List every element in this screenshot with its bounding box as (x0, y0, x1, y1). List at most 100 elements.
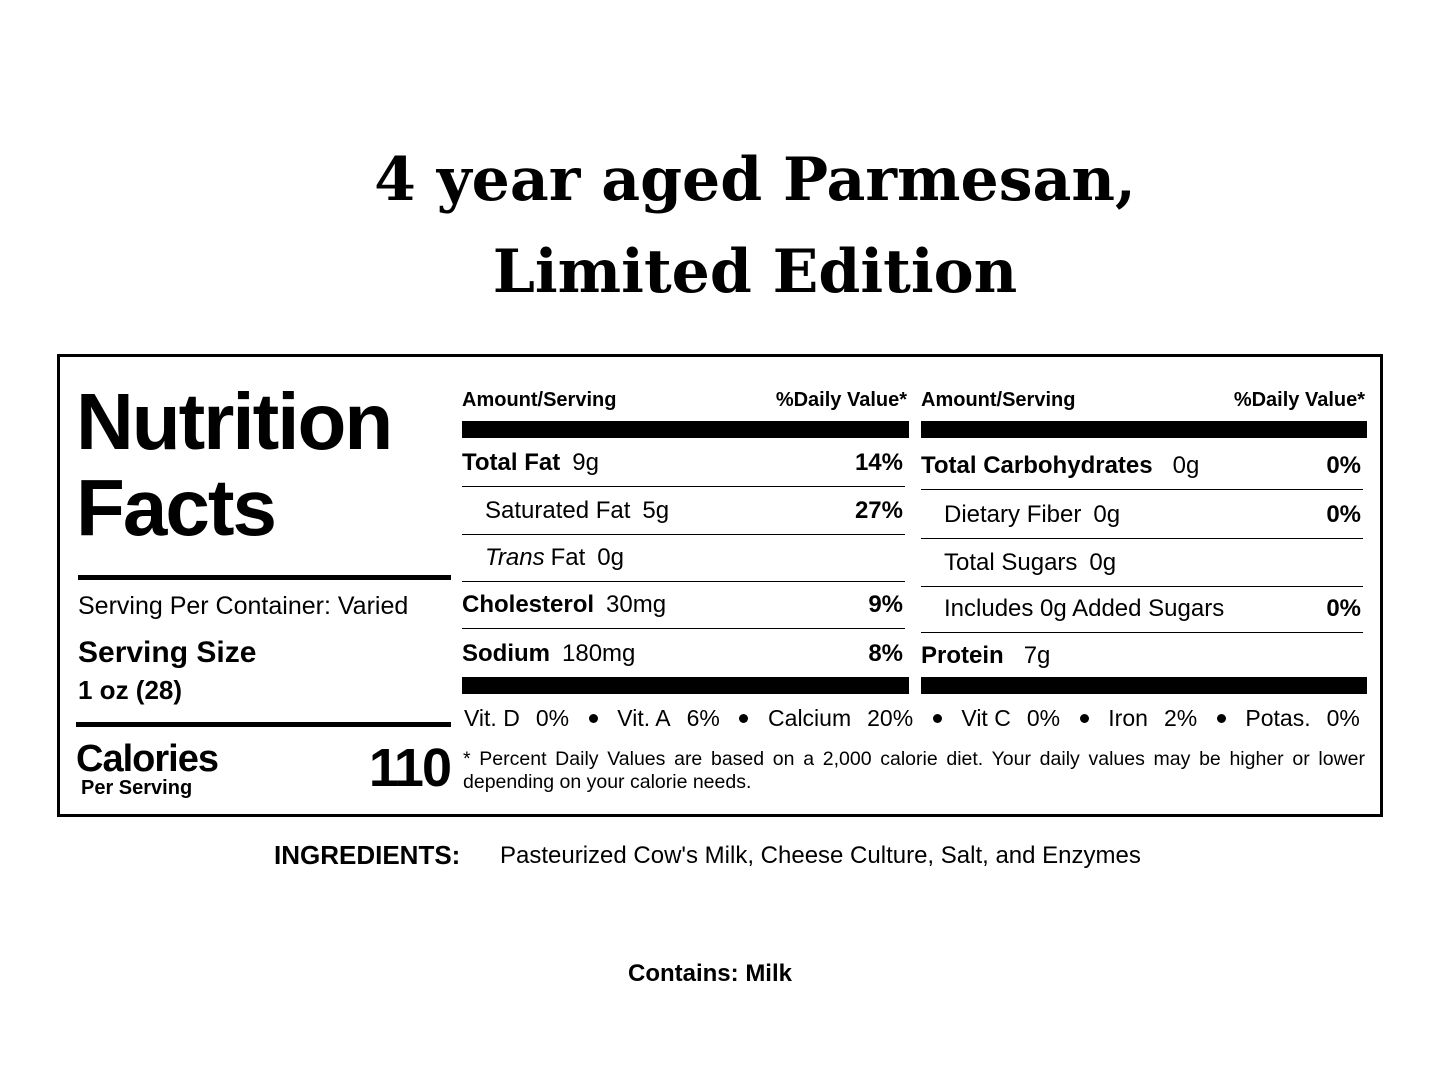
thick-rule (462, 421, 909, 438)
column-header: Amount/Serving %Daily Value* (921, 389, 1365, 412)
row-divider (462, 534, 905, 535)
nutrient-name-text: Sodium (462, 640, 550, 667)
ingredients: Pasteurized Cow's Milk, Cheese Culture, … (500, 842, 1141, 869)
vitamin-name: Vit C (961, 705, 1011, 731)
thick-rule (921, 677, 1367, 694)
vitamin-name: Calcium (768, 705, 852, 731)
label-box (57, 354, 1383, 817)
nutrient-name: Dietary Fiber (944, 501, 1081, 529)
vitamins: Vit. D 0% Vit. A 6% Calcium 20% Vit C 0% Iron 2% P… (464, 705, 1360, 732)
nutrient-amount: 180mg (562, 640, 636, 667)
nutrient-name-text: Fat (550, 544, 586, 571)
per-serving: Per Serving (81, 777, 193, 799)
nutrient-dv: 27% (854, 497, 903, 524)
title-line: Limited Edition (492, 237, 1018, 307)
nutrient-row: Protein 7g (921, 633, 1361, 679)
thick-rule (921, 421, 1367, 438)
heading: Nutrition (76, 377, 393, 466)
nutrient-amount: 0g (1093, 501, 1121, 528)
bullet (588, 714, 598, 723)
calories-label: Calories (76, 738, 219, 780)
vitamin: Calcium 20% (768, 705, 913, 732)
bullet (1079, 714, 1089, 723)
serving-size: 1 oz (28) (78, 675, 183, 705)
nutrient-dv: 0% (1326, 595, 1361, 622)
contains: Contains: Milk (627, 960, 792, 987)
vitamin-name: Vit. A (617, 705, 671, 731)
footnote: * Percent Daily Values are based on a 2,… (463, 748, 1365, 793)
nutrient-name: Total Carbohydrates (921, 452, 1153, 480)
nutrient-dv: 9% (868, 591, 903, 618)
nutrient-amount: 30mg (606, 591, 667, 618)
vitamin-value: 0% (535, 705, 570, 731)
nutrient-dv: 0% (1326, 452, 1361, 479)
vitamin-name: Potas. (1245, 705, 1311, 731)
nutrient-name: Sodium (462, 640, 550, 668)
nutrient-name: Trans Fat (485, 544, 585, 572)
vitamin-name: Iron (1108, 705, 1148, 731)
nutrient-dv: 0% (1326, 501, 1361, 528)
nutrient-amount: 0g (1172, 452, 1200, 479)
vitamin: Iron 2% (1108, 705, 1197, 732)
nutrient-name-text: Total Sugars (944, 549, 1078, 576)
vitamin-value: 2% (1163, 705, 1198, 731)
vitamin-name: Vit. D (464, 705, 520, 731)
nutrient-row: Total Sugars 0g (921, 540, 1361, 586)
nutrient-name-text: Saturated Fat (485, 497, 631, 524)
nutrient-name-italic: Trans (485, 544, 545, 571)
nutrient-row: Cholesterol 30mg 9% (462, 582, 903, 628)
row-divider (462, 581, 905, 582)
header-dv: %Daily Value* (775, 389, 907, 411)
nutrient-name: Total Fat (462, 449, 560, 477)
ingredients-label: INGREDIENTS: (274, 840, 461, 870)
nutrient-amount: 0g (597, 544, 624, 571)
nutrient-amount: 5g (642, 497, 670, 524)
nutrient-row: Trans Fat 0g (462, 535, 903, 581)
vitamin-value: 0% (1326, 705, 1360, 731)
nutrient-name-text: Total Carbohydrates (921, 452, 1153, 479)
row-divider (921, 586, 1363, 587)
nutrient-name-text: Cholesterol (462, 591, 595, 618)
nutrient-amount: 7g (1023, 642, 1051, 669)
nutrient-dv: 8% (868, 640, 903, 667)
calories: 110 (368, 738, 452, 798)
nutrient-amount: 9g (572, 449, 599, 476)
vitamin: Vit. D 0% (464, 705, 569, 732)
nutrient-row: Dietary Fiber 0g 0% (921, 492, 1361, 538)
serving-size-label: Serving Size (78, 636, 257, 669)
nutrient-name: Total Sugars (944, 549, 1077, 577)
nutrient-row: Total Fat 9g 14% (462, 440, 903, 486)
title-line: 4 year aged Parmesan, (374, 145, 1136, 215)
nutrient-name: Saturated Fat (485, 497, 630, 525)
vitamin-value: 0% (1026, 705, 1061, 731)
column-header: Amount/Serving %Daily Value* (462, 389, 907, 412)
header-dv: %Daily Value* (1233, 389, 1365, 411)
nutrient-dv: 14% (854, 449, 903, 476)
nutrient-name: Protein (921, 642, 1004, 670)
row-divider (921, 538, 1363, 539)
row-divider (921, 632, 1363, 633)
vitamin: Potas. 0% (1245, 705, 1359, 732)
nutrient-amount: 0g (1089, 549, 1117, 576)
rule (78, 575, 451, 580)
bullet (1216, 714, 1226, 723)
nutrient-row: Total Carbohydrates 0g 0% (921, 443, 1361, 489)
vitamin: Vit. A 6% (617, 705, 720, 732)
header-amount: Amount/Serving (462, 389, 617, 411)
row-divider (462, 486, 905, 487)
header-amount: Amount/Serving (921, 389, 1076, 411)
bullet (932, 714, 942, 723)
heading: Facts (76, 463, 277, 552)
servings-per-container: Serving Per Container: Varied (78, 592, 409, 620)
nutrient-row: Sodium 180mg 8% (462, 631, 903, 677)
nutrient-name: Cholesterol (462, 591, 594, 619)
vitamin: Vit C 0% (961, 705, 1060, 732)
bullet (739, 714, 749, 723)
nutrient-row: Includes 0g Added Sugars 0% (921, 586, 1361, 632)
nutrient-row: Saturated Fat 5g 27% (462, 488, 903, 534)
vitamin-value: 6% (686, 705, 720, 731)
row-divider (921, 489, 1363, 490)
nutrient-name-text: Includes 0g Added Sugars (944, 595, 1225, 622)
nutrient-name: Includes 0g Added Sugars (944, 595, 1224, 623)
